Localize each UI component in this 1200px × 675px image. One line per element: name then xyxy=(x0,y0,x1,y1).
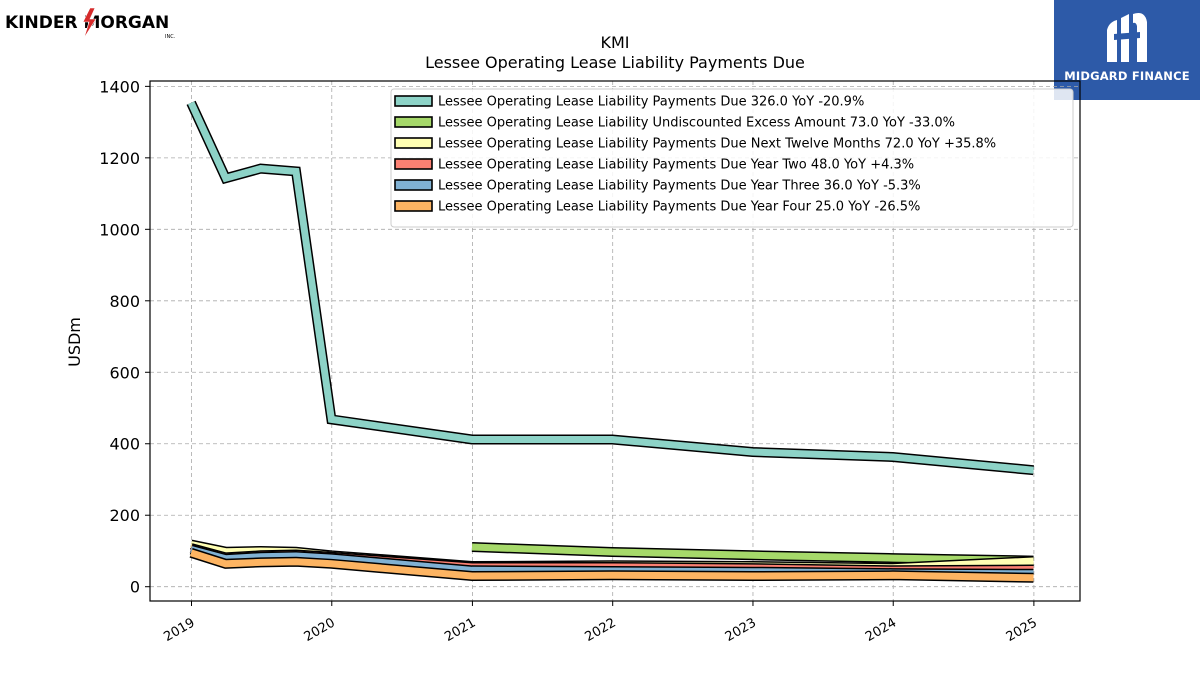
legend-entry-2: Lessee Operating Lease Liability Payment… xyxy=(438,137,996,152)
kinder-morgan-logo-suffix: INC. xyxy=(165,34,176,40)
legend-swatch-1 xyxy=(394,116,433,128)
kinder-morgan-logo-text: KINDER MORGAN xyxy=(5,13,169,33)
x-tick-label: 2023 xyxy=(723,615,759,645)
chart-subtitle: Lessee Operating Lease Liability Payment… xyxy=(425,53,805,72)
x-tick-label: 2025 xyxy=(1004,615,1040,645)
plot-frame xyxy=(149,80,1081,602)
series-line-1 xyxy=(471,543,1034,565)
legend: Lessee Operating Lease Liability Payment… xyxy=(390,88,1074,228)
x-tick-label: 2021 xyxy=(442,615,478,645)
midgard-finance-logo: MIDGARD FINANCE xyxy=(1054,0,1200,100)
y-tick-label: 200 xyxy=(109,506,140,525)
legend-swatch-0 xyxy=(394,95,433,107)
series-line-5 xyxy=(190,549,1034,582)
chart-title: KMI xyxy=(600,33,629,52)
y-tick-label: 800 xyxy=(109,292,140,311)
y-tick-label: 1400 xyxy=(99,77,140,96)
midgard-finance-logo-text: MIDGARD FINANCE xyxy=(1064,69,1190,83)
x-tick-label: 2020 xyxy=(302,615,338,645)
x-tick-label: 2022 xyxy=(583,615,619,645)
x-tick-label: 2019 xyxy=(161,615,197,645)
legend-swatch-4 xyxy=(394,179,433,191)
kinder-morgan-logo: KINDER MORGAN INC. xyxy=(4,6,184,42)
y-tick-label: 600 xyxy=(109,363,140,382)
legend-entry-5: Lessee Operating Lease Liability Payment… xyxy=(438,200,920,215)
legend-swatch-5 xyxy=(394,200,433,212)
series-line-0 xyxy=(187,101,1034,474)
series-lines xyxy=(186,100,1034,583)
kinder-morgan-bolt-icon xyxy=(82,7,97,39)
y-tick-label: 1200 xyxy=(99,149,140,168)
x-axis: 2019 2020 2021 2022 2023 2024 2025 xyxy=(161,601,1040,645)
legend-swatch-2 xyxy=(394,137,433,149)
y-tick-label: 1000 xyxy=(99,220,140,239)
y-tick-label: 0 xyxy=(130,578,140,597)
legend-entry-0: Lessee Operating Lease Liability Payment… xyxy=(438,95,864,110)
legend-entry-3: Lessee Operating Lease Liability Payment… xyxy=(438,158,914,173)
legend-box xyxy=(390,88,1074,228)
y-axis: 0 200 400 600 800 1000 1200 1400 xyxy=(99,77,150,597)
legend-entry-4: Lessee Operating Lease Liability Payment… xyxy=(438,179,921,194)
legend-entry-1: Lessee Operating Lease Liability Undisco… xyxy=(438,116,955,131)
y-tick-label: 400 xyxy=(109,435,140,454)
legend-swatch-3 xyxy=(394,158,433,170)
x-tick-label: 2024 xyxy=(863,615,899,645)
midgard-emblem-icon xyxy=(1107,13,1147,62)
y-axis-label: USDm xyxy=(65,317,84,367)
